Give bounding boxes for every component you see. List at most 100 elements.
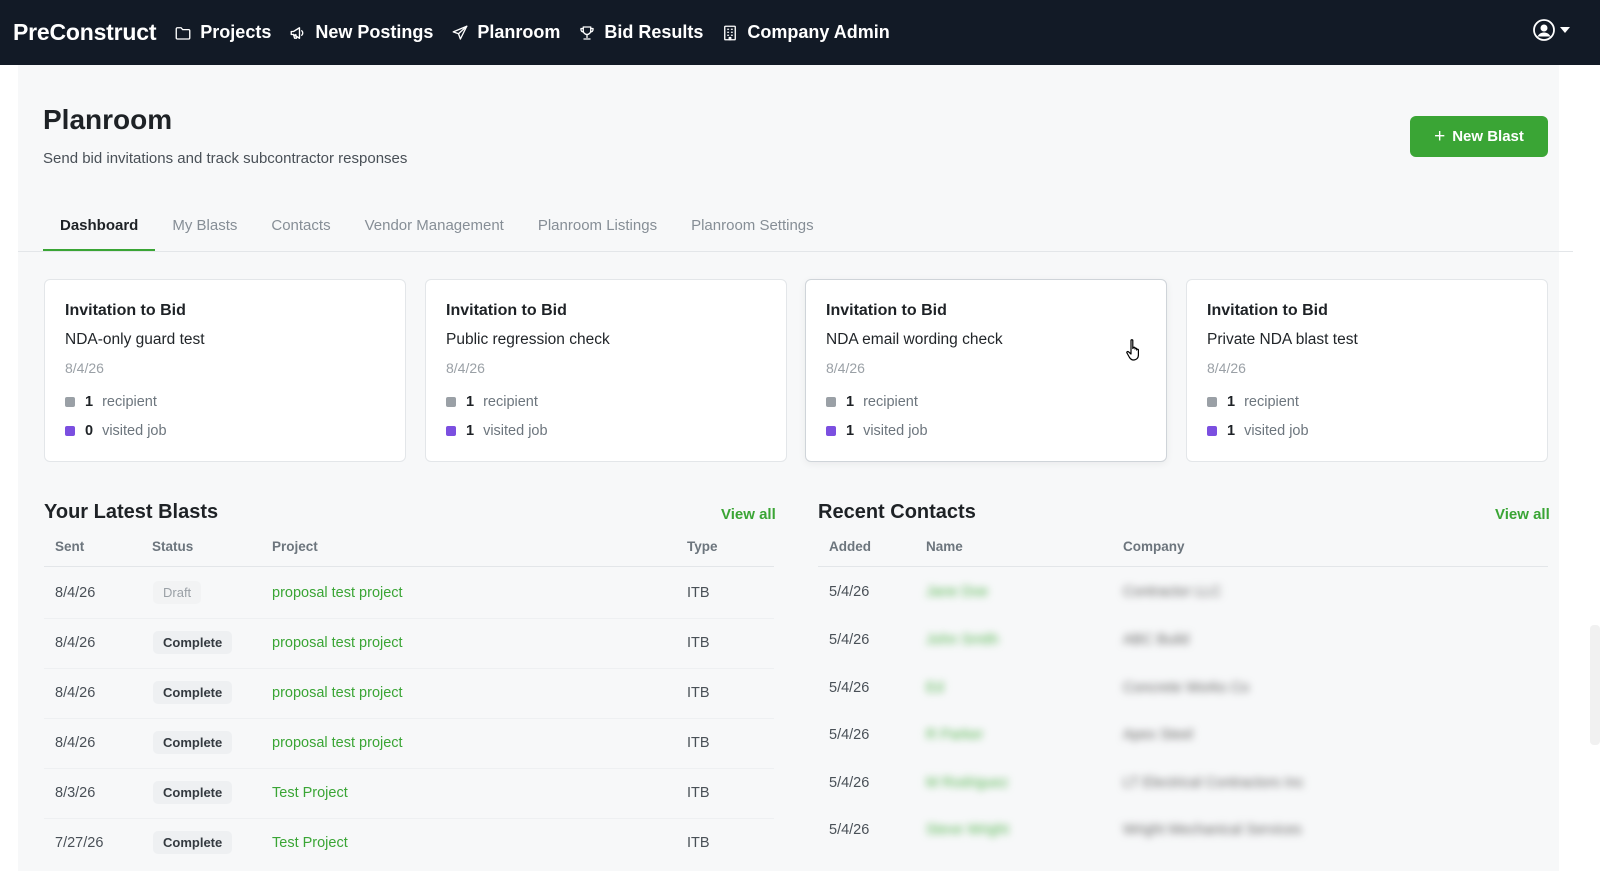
table-row-divider — [44, 718, 774, 719]
tab-planroom-listings[interactable]: Planroom Listings — [537, 217, 658, 234]
visited-count: 1 — [1227, 423, 1236, 439]
visited-label: visited job — [102, 423, 167, 439]
blast-sent-date: 7/27/26 — [55, 835, 104, 851]
scrollbar-track — [1559, 65, 1600, 871]
blast-card[interactable]: Invitation to Bid Private NDA blast test… — [1186, 279, 1548, 462]
column-header-company[interactable]: Company — [1123, 539, 1185, 554]
blasts-view-all-link[interactable]: View all — [721, 506, 776, 523]
card-type: Invitation to Bid — [1207, 302, 1328, 319]
contact-name-link[interactable]: Jane Doe — [926, 584, 989, 600]
visited-stat: 1 visited job — [1207, 423, 1309, 439]
column-header-added[interactable]: Added — [829, 539, 871, 554]
card-date: 8/4/26 — [1207, 360, 1246, 376]
contact-company: Contractor LLC — [1123, 584, 1222, 600]
visited-legend-icon — [1207, 426, 1217, 436]
recipient-count: 1 — [85, 394, 94, 410]
blast-card[interactable]: Invitation to Bid NDA email wording chec… — [805, 279, 1167, 462]
table-row-divider — [44, 668, 774, 669]
column-header-status[interactable]: Status — [152, 539, 194, 554]
blast-card[interactable]: Invitation to Bid Public regression chec… — [425, 279, 787, 462]
recipient-legend-icon — [65, 397, 75, 407]
chevron-down-icon — [1560, 27, 1570, 33]
blast-status-badge: Complete — [153, 631, 233, 654]
card-date: 8/4/26 — [65, 360, 104, 376]
nav-new-postings[interactable]: New Postings — [289, 22, 433, 43]
blast-type: ITB — [687, 785, 710, 801]
recipient-legend-icon — [1207, 397, 1217, 407]
recipient-label: recipient — [1244, 394, 1299, 410]
main-content — [18, 65, 1559, 871]
nav-planroom-label: Planroom — [477, 22, 561, 42]
blast-project-link[interactable]: proposal test project — [272, 685, 403, 701]
tab-my-blasts[interactable]: My Blasts — [172, 217, 238, 234]
contact-added-date: 5/4/26 — [829, 584, 870, 600]
recipient-stat: 1 recipient — [446, 394, 538, 410]
visited-label: visited job — [863, 423, 928, 439]
tab-contacts[interactable]: Contacts — [271, 217, 331, 234]
new-blast-button[interactable]: + New Blast — [1410, 116, 1548, 157]
nav-bid-results[interactable]: Bid Results — [578, 22, 703, 43]
nav-projects-label: Projects — [200, 22, 272, 42]
column-header-sent[interactable]: Sent — [55, 539, 85, 554]
card-name: NDA-only guard test — [65, 331, 205, 348]
contacts-view-all-link[interactable]: View all — [1495, 506, 1550, 523]
tabs-divider — [18, 251, 1573, 252]
blasts-header-divider — [44, 566, 774, 567]
tab-planroom-settings[interactable]: Planroom Settings — [691, 217, 814, 234]
column-header-name[interactable]: Name — [926, 539, 963, 554]
visited-label: visited job — [483, 423, 548, 439]
contacts-header-divider — [818, 566, 1548, 567]
card-date: 8/4/26 — [446, 360, 485, 376]
blast-sent-date: 8/3/26 — [55, 785, 96, 801]
blast-status-badge: Complete — [153, 831, 233, 854]
contact-added-date: 5/4/26 — [829, 680, 870, 696]
user-circle-icon — [1533, 19, 1555, 41]
blast-project-link[interactable]: proposal test project — [272, 635, 403, 651]
blast-status-badge: Complete — [153, 731, 233, 754]
plus-icon: + — [1434, 126, 1446, 147]
blast-project-link[interactable]: proposal test project — [272, 735, 403, 751]
contact-name-link[interactable]: R Parker — [926, 727, 984, 743]
blast-sent-date: 8/4/26 — [55, 635, 96, 651]
contact-added-date: 5/4/26 — [829, 727, 870, 743]
visited-count: 0 — [85, 423, 94, 439]
recipient-legend-icon — [446, 397, 456, 407]
visited-label: visited job — [1244, 423, 1309, 439]
scrollbar-thumb[interactable] — [1590, 625, 1600, 745]
tab-vendor-management[interactable]: Vendor Management — [364, 217, 504, 234]
blast-type: ITB — [687, 585, 710, 601]
card-type: Invitation to Bid — [65, 302, 186, 319]
column-header-project[interactable]: Project — [272, 539, 318, 554]
brand-logo[interactable]: PreConstruct — [13, 19, 157, 45]
nav-company-admin[interactable]: Company Admin — [721, 22, 890, 43]
visited-legend-icon — [65, 426, 75, 436]
tab-dashboard[interactable]: Dashboard — [43, 206, 156, 252]
contact-name-link[interactable]: M Rodriguez — [926, 775, 1009, 791]
contact-added-date: 5/4/26 — [829, 775, 870, 791]
card-name: Private NDA blast test — [1207, 331, 1358, 348]
blast-project-link[interactable]: Test Project — [272, 785, 348, 801]
contact-company: ABC Build — [1123, 632, 1190, 648]
contact-name-link[interactable]: John Smith — [926, 632, 999, 648]
blast-card[interactable]: Invitation to Bid NDA-only guard test 8/… — [44, 279, 406, 462]
page-subtitle: Send bid invitations and track subcontra… — [43, 150, 408, 167]
contact-name-link[interactable]: Steve Wright — [926, 822, 1009, 838]
blast-project-link[interactable]: proposal test project — [272, 585, 403, 601]
contact-company: Wright Mechanical Services — [1123, 822, 1302, 838]
table-row-divider — [44, 768, 774, 769]
recipient-stat: 1 recipient — [65, 394, 157, 410]
megaphone-icon — [289, 24, 307, 42]
visited-stat: 0 visited job — [65, 423, 167, 439]
contact-name-link[interactable]: Ed — [926, 680, 944, 696]
column-header-type[interactable]: Type — [687, 539, 718, 554]
building-icon — [721, 24, 739, 42]
trophy-icon — [578, 24, 596, 42]
table-row-divider — [44, 818, 774, 819]
blast-project-link[interactable]: Test Project — [272, 835, 348, 851]
card-name: NDA email wording check — [826, 331, 1003, 348]
recipient-label: recipient — [102, 394, 157, 410]
nav-planroom[interactable]: Planroom — [451, 22, 560, 43]
nav-bid-results-label: Bid Results — [604, 22, 704, 42]
user-menu[interactable] — [1532, 18, 1570, 42]
nav-projects[interactable]: Projects — [174, 22, 271, 43]
